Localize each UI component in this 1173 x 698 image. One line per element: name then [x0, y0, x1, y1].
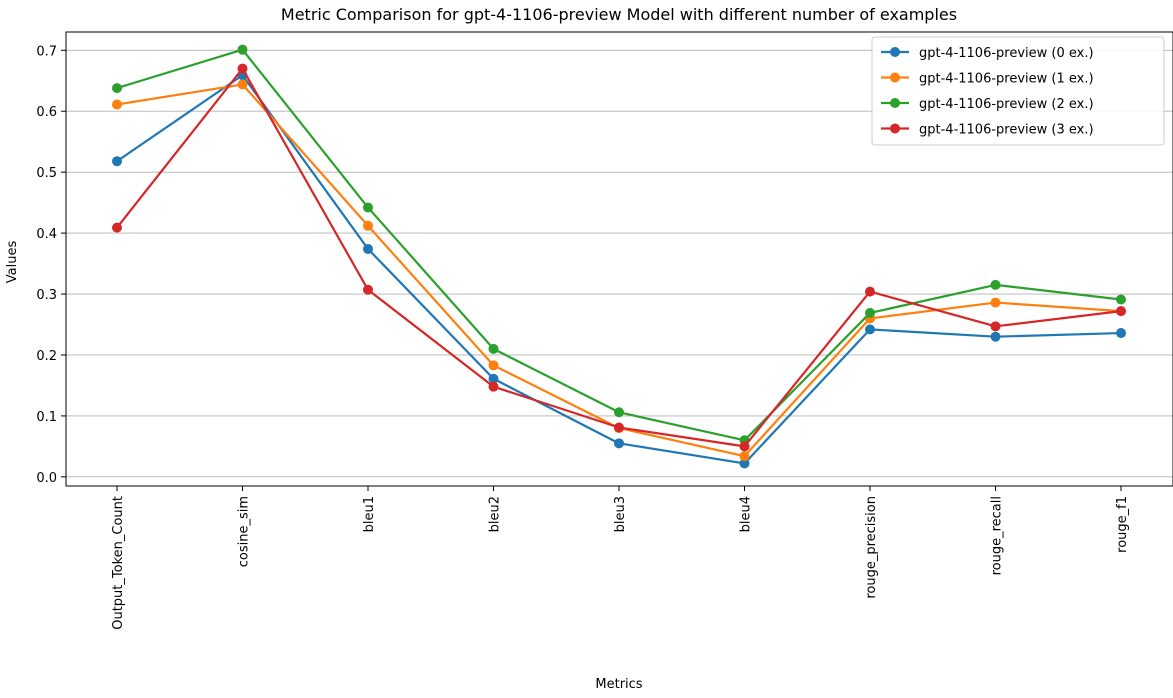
data-point — [739, 441, 750, 452]
data-point — [112, 83, 122, 94]
chart-title: Metric Comparison for gpt-4-1106-preview… — [281, 5, 957, 24]
data-point — [865, 286, 875, 297]
legend-label: gpt-4-1106-preview (1 ex.) — [919, 72, 1094, 87]
data-point — [363, 243, 373, 254]
data-point — [237, 79, 248, 90]
y-tick-label: 0.4 — [36, 227, 57, 242]
data-point — [112, 222, 122, 233]
series-lines — [112, 44, 1126, 469]
data-point — [614, 407, 624, 418]
legend-label: gpt-4-1106-preview (2 ex.) — [919, 97, 1094, 112]
data-point — [488, 381, 499, 392]
y-tick-label: 0.7 — [36, 44, 57, 59]
x-tick-label: bleu4 — [739, 496, 754, 532]
y-axis-label: Values — [5, 241, 20, 284]
legend-box — [871, 36, 1165, 146]
x-tick-label: bleu1 — [362, 496, 377, 532]
data-point — [488, 360, 499, 371]
data-point — [112, 156, 122, 167]
y-tick-label: 0.6 — [36, 105, 57, 120]
data-point — [237, 44, 248, 55]
data-point — [739, 458, 750, 469]
axes: 0.0 0.1 0.2 0.3 0.4 0.5 0.6 0.7 Output_Token_Cou… — [36, 44, 1130, 629]
x-tick-label: bleu3 — [613, 496, 628, 532]
legend: gpt-4-1106-preview (0 ex.) gpt-4-1106-pre… — [871, 36, 1165, 146]
data-point — [488, 373, 499, 384]
y-tick-label: 0.3 — [36, 288, 57, 303]
data-point — [990, 321, 1001, 332]
data-point — [1116, 306, 1126, 317]
legend-label: gpt-4-1106-preview (0 ex.) — [919, 46, 1094, 61]
data-point — [363, 284, 373, 295]
data-point — [488, 343, 499, 354]
x-tick-label: rouge_precision — [864, 496, 879, 599]
data-point — [363, 220, 373, 231]
data-point — [614, 422, 624, 433]
legend-items: gpt-4-1106-preview (0 ex.) gpt-4-1106-pre… — [881, 46, 1094, 138]
x-tick-label: Output_Token_Count — [111, 496, 126, 630]
x-tick-label: rouge_recall — [990, 496, 1005, 575]
y-tick-label: 0.2 — [36, 349, 57, 364]
grid-lines — [66, 49, 1173, 478]
data-point — [990, 331, 1001, 342]
data-point — [990, 297, 1001, 308]
data-point — [865, 307, 875, 318]
x-tick-label: bleu2 — [488, 496, 503, 532]
y-tick-label: 0.5 — [36, 166, 57, 181]
data-point — [990, 279, 1001, 290]
legend-swatch-marker — [890, 72, 900, 83]
legend-label: gpt-4-1106-preview (3 ex.) — [919, 123, 1094, 138]
data-point — [112, 99, 122, 110]
legend-swatch-marker — [890, 123, 900, 134]
legend-swatch-marker — [890, 47, 900, 57]
x-axis-label: Metrics — [595, 677, 642, 692]
data-point — [1116, 328, 1126, 339]
y-tick-label: 0.0 — [36, 471, 57, 486]
y-tick-label: 0.1 — [36, 410, 57, 425]
data-point — [1116, 294, 1126, 305]
data-point — [363, 202, 373, 213]
legend-swatch-marker — [890, 98, 900, 108]
x-tick-label: cosine_sim — [237, 496, 252, 567]
data-point — [237, 63, 248, 74]
data-point — [865, 324, 875, 335]
x-tick-label: rouge_f1 — [1115, 496, 1130, 553]
data-point — [614, 438, 624, 449]
data-point — [739, 451, 750, 462]
